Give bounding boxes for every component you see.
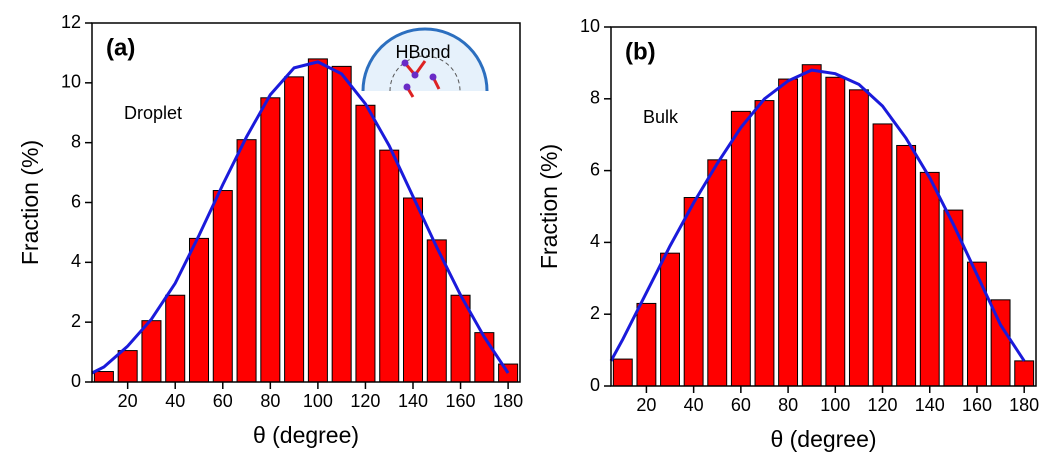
bar xyxy=(188,237,210,383)
inset-inner xyxy=(389,55,461,92)
bar xyxy=(236,139,257,383)
y-tick-label: 12 xyxy=(61,12,81,32)
y-tick-label: 10 xyxy=(61,72,81,92)
bar xyxy=(379,149,400,383)
bar xyxy=(896,144,917,387)
bar xyxy=(331,65,352,383)
x-tick-label: 120 xyxy=(868,395,898,415)
inset-atom xyxy=(411,71,419,79)
x-tick-label: 140 xyxy=(398,391,428,411)
bar xyxy=(872,123,893,387)
bar xyxy=(260,97,281,383)
bar xyxy=(474,332,495,383)
bar xyxy=(919,171,940,387)
bar xyxy=(707,159,728,387)
y-tick-label: 8 xyxy=(71,131,81,151)
x-tick-label: 80 xyxy=(778,395,798,415)
bar xyxy=(612,358,633,387)
plot-frame xyxy=(610,26,1037,387)
bar xyxy=(848,89,869,387)
y-tick-label: 10 xyxy=(580,16,600,36)
inset-atom xyxy=(429,73,437,81)
x-tick-label: 20 xyxy=(636,395,656,415)
x-tick-label: 160 xyxy=(962,395,992,415)
y-tick-label: 6 xyxy=(590,159,600,179)
y-axis-label: Fraction (%) xyxy=(17,140,43,265)
x-tick-label: 40 xyxy=(165,391,185,411)
bar xyxy=(93,371,114,383)
bar xyxy=(660,252,680,387)
bar xyxy=(636,302,657,387)
x-tick-label: 120 xyxy=(350,391,380,411)
y-tick-label: 4 xyxy=(71,251,81,271)
x-tick-label: 20 xyxy=(118,391,138,411)
y-tick-label: 0 xyxy=(71,371,81,391)
y-tick-label: 4 xyxy=(590,231,600,251)
inset-atom xyxy=(401,59,409,67)
bar xyxy=(683,197,704,387)
panel-label: (b) xyxy=(625,38,656,65)
bar xyxy=(307,58,328,383)
x-tick-label: 140 xyxy=(915,395,945,415)
bar xyxy=(801,64,822,387)
bar xyxy=(212,190,233,383)
bar xyxy=(754,100,775,387)
x-axis-label: θ (degree) xyxy=(253,422,359,448)
x-tick-label: 100 xyxy=(820,395,850,415)
x-tick-label: 80 xyxy=(260,391,280,411)
fit-curve xyxy=(91,60,510,375)
y-tick-label: 0 xyxy=(590,375,600,395)
bar xyxy=(284,76,305,383)
x-axis-label: θ (degree) xyxy=(770,426,876,452)
bar xyxy=(141,320,162,383)
x-tick-label: 40 xyxy=(684,395,704,415)
x-tick-label: 60 xyxy=(731,395,751,415)
bar xyxy=(402,197,424,383)
annotation: Droplet xyxy=(124,103,182,123)
bar xyxy=(778,78,799,387)
bar xyxy=(498,363,519,383)
annotation: Bulk xyxy=(643,107,679,127)
y-tick-label: 2 xyxy=(71,311,81,331)
bar xyxy=(967,261,987,387)
bar xyxy=(1014,360,1035,387)
bar xyxy=(825,76,846,387)
bar xyxy=(117,350,138,383)
fit-curve xyxy=(609,68,1026,362)
x-tick-label: 60 xyxy=(213,391,233,411)
inset-label: HBond xyxy=(395,42,450,62)
panel: 20 40 60 80 100 120 140 160 180 0 2 4 6 8 10 θ (degree)… xyxy=(536,16,1039,452)
y-axis-label: Fraction (%) xyxy=(536,144,562,269)
bar xyxy=(730,110,751,387)
bar xyxy=(165,294,186,383)
y-tick-label: 6 xyxy=(71,191,81,211)
x-tick-label: 100 xyxy=(303,391,333,411)
x-tick-label: 160 xyxy=(446,391,476,411)
inset-atom xyxy=(403,83,411,91)
y-tick-label: 2 xyxy=(590,303,600,323)
y-tick-label: 8 xyxy=(590,88,600,108)
panel-label: (a) xyxy=(106,34,135,61)
x-tick-label: 180 xyxy=(493,391,523,411)
panel: 20 40 60 80 100 120 140 160 180 0 2 4 6 8 10 12 θ (degre… xyxy=(17,12,523,448)
x-tick-label: 180 xyxy=(1009,395,1039,415)
bar xyxy=(355,104,376,383)
